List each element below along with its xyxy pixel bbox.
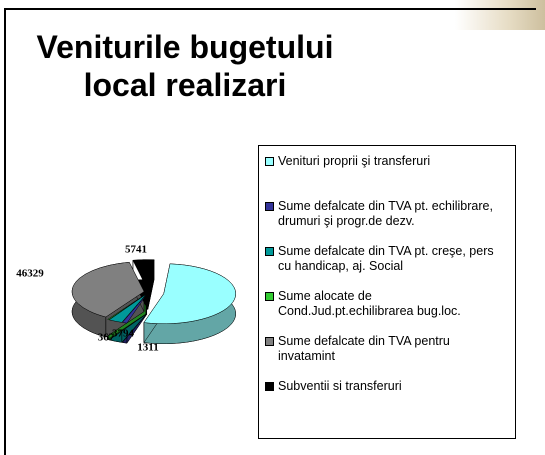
- decoration: [455, 0, 545, 30]
- legend-swatch: [265, 337, 274, 346]
- data-label: 5741: [125, 244, 147, 256]
- data-label: 367: [98, 332, 115, 344]
- legend-item: Venituri proprii şi transferuri: [265, 154, 509, 199]
- legend-label: Venituri proprii şi transferuri: [278, 154, 431, 168]
- legend-swatch: [265, 382, 274, 391]
- slice: [108, 293, 147, 323]
- legend-swatch: [265, 157, 274, 166]
- legend-label: Sume defalcate din TVA pt. echilibrare, …: [278, 199, 493, 228]
- legend-item: Sume defalcate din TVA pt. creşe, pers c…: [265, 244, 509, 289]
- legend-item: Sume defalcate din TVA pentru invatamint: [265, 334, 509, 379]
- frame: [4, 8, 536, 455]
- chart-title: Veniturile bugetului local realizari: [36, 29, 334, 103]
- slice: [143, 263, 236, 324]
- legend-swatch: [265, 202, 274, 211]
- legend-label: Sume alocate de Cond.Jud.pt.echilibrarea…: [278, 289, 461, 318]
- legend-swatch: [265, 247, 274, 256]
- data-label: 1311: [137, 342, 158, 354]
- legend-label: Subventii si transferuri: [278, 379, 402, 393]
- legend-label: Sume defalcate din TVA pentru invatamint: [278, 334, 450, 363]
- legend-item: Sume defalcate din TVA pt. echilibrare, …: [265, 199, 509, 244]
- legend: Venituri proprii şi transferuri Sume defa…: [258, 145, 516, 439]
- legend-label: Sume defalcate din TVA pt. creşe, pers c…: [278, 244, 494, 273]
- legend-item: Sume alocate de Cond.Jud.pt.echilibrarea…: [265, 289, 509, 334]
- data-label: 3794: [112, 328, 135, 340]
- slice: [121, 294, 147, 324]
- data-label: 46329: [16, 268, 44, 280]
- slice: [107, 293, 147, 321]
- slice: [71, 261, 145, 318]
- legend-item: Subventii si transferuri: [265, 379, 509, 424]
- slice: [132, 259, 155, 291]
- legend-swatch: [265, 292, 274, 301]
